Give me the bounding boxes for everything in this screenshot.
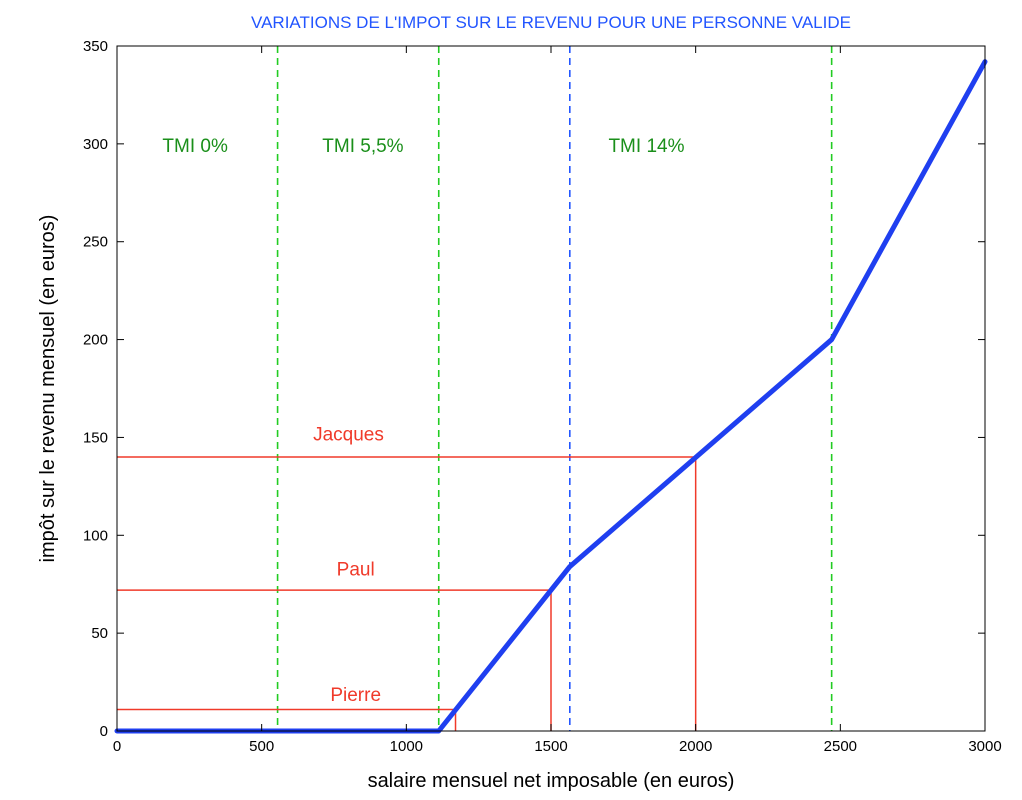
ticks: 0 500 1000 1500 2000 2500 3000 0 50 100 150 200 250 3… [83,38,1002,755]
person-label-paul: Paul [337,560,375,581]
chart-title: VARIATIONS DE L'IMPOT SUR LE REVENU POUR… [251,13,851,32]
x-tick-label-2500: 2500 [824,738,857,755]
x-tick-label-500: 500 [249,738,274,755]
y-tick-label-100: 100 [83,527,108,544]
y-tick-label-350: 350 [83,38,108,55]
bracket-lines [276,46,833,731]
y-tick-label-250: 250 [83,234,108,251]
bracket-label-0: TMI 0% [162,136,228,157]
y-tick-label-0: 0 [100,723,108,740]
x-tick-label-1500: 1500 [534,738,567,755]
x-tick-label-0: 0 [113,738,121,755]
x-tick-label-2000: 2000 [679,738,712,755]
person-label-pierre: Pierre [330,685,381,706]
bracket-label-1: TMI 5,5% [322,136,403,157]
x-tick-label-3000: 3000 [968,738,1001,755]
y-tick-label-150: 150 [83,429,108,446]
y-tick-label-300: 300 [83,136,108,153]
bracket-label-2: TMI 14% [608,136,684,157]
y-tick-label-50: 50 [91,625,108,642]
y-tick-label-200: 200 [83,332,108,349]
person-lines [117,456,697,731]
x-axis-label: salaire mensuel net imposable (en euros) [368,770,735,792]
x-tick-label-1000: 1000 [390,738,423,755]
y-axis-label: impôt sur le revenu mensuel (en euros) [37,215,59,563]
annotations: TMI 0% TMI 5,5% TMI 14% Pierre Paul Jacques [162,136,684,706]
person-label-jacques: Jacques [313,425,384,446]
